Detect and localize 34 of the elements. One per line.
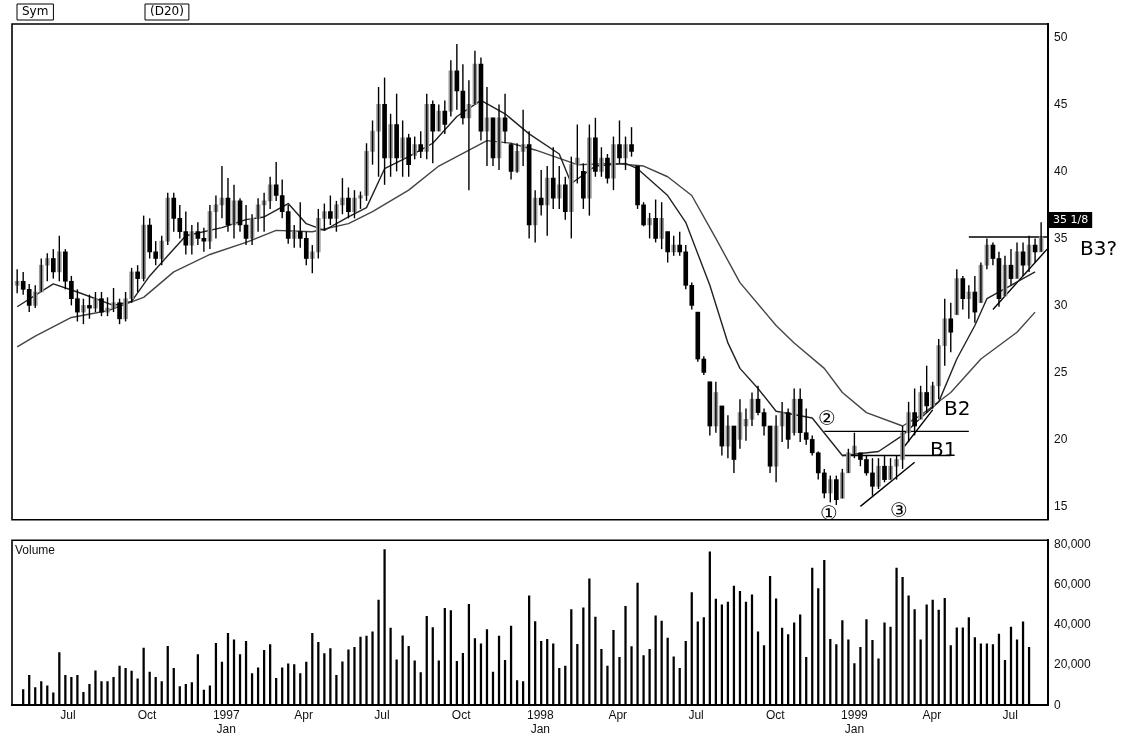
annotation: ②: [818, 406, 836, 431]
y-tick-label: 45: [1054, 96, 1068, 111]
y-tick-label: 40,000: [1054, 617, 1092, 632]
y-tick-label: 20,000: [1054, 657, 1092, 672]
y-tick-label: 60,000: [1054, 576, 1092, 591]
x-tick-label: Jul: [688, 707, 704, 722]
y-tick-label: 20: [1054, 431, 1068, 446]
text: B3?: [1080, 236, 1118, 261]
x-tick-label: Jul: [374, 707, 390, 722]
x-tick-label: Oct: [451, 707, 472, 722]
text: 35 1/8: [1053, 212, 1089, 226]
text: Sym: [22, 4, 49, 19]
x-tick-label: Oct: [137, 707, 158, 722]
x-tick-label: Jul: [60, 707, 76, 722]
y-tick-label: 35: [1054, 230, 1068, 245]
x-tick-label: Apr: [608, 707, 628, 722]
x-tick-label: Apr: [922, 707, 942, 722]
y-tick-label: 25: [1054, 364, 1068, 379]
x-tick-label: Oct: [765, 707, 786, 722]
x-tick-label: 1997 Jan: [212, 707, 240, 737]
text: (D20): [150, 4, 184, 19]
y-tick-label: 50: [1054, 29, 1068, 44]
x-tick-label: 1999 Jan: [841, 707, 869, 737]
annotation: B2: [944, 396, 971, 421]
y-tick-label: 40: [1054, 163, 1068, 178]
x-tick-label: Apr: [294, 707, 314, 722]
y-tick-label: 30: [1054, 297, 1068, 312]
chart-title: Volume: [15, 542, 56, 557]
y-tick-label: 80,000: [1054, 536, 1092, 551]
annotation: ③: [890, 498, 908, 523]
x-tick-label: Jul: [1002, 707, 1018, 722]
y-tick-label: 0: [1054, 697, 1061, 712]
y-tick-label: 15: [1054, 498, 1068, 513]
x-tick-label: 1998 Jan: [526, 707, 554, 737]
